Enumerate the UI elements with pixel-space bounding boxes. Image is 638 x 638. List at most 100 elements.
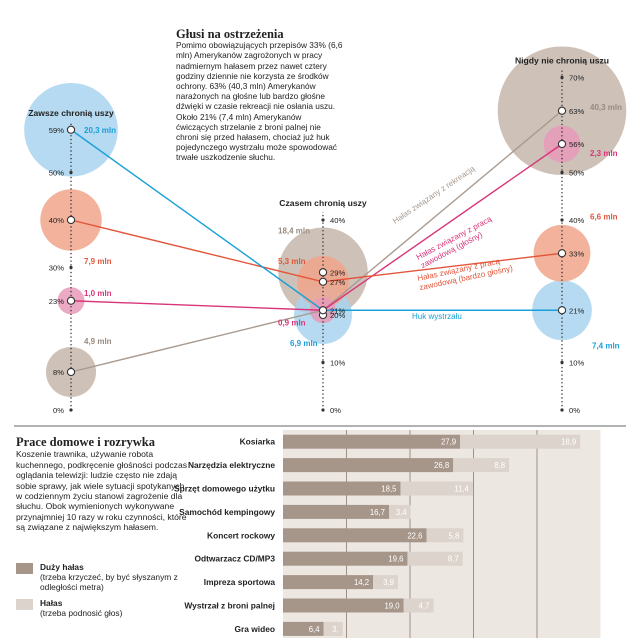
- marker-0-6: [66, 125, 76, 134]
- marker-1-4: [318, 277, 328, 286]
- column-title-2: Nigdy nie chronią uszu: [515, 56, 609, 66]
- bar-loud-0: [283, 434, 461, 449]
- tick-label-0-0: 0%: [53, 406, 64, 415]
- bar-category-7: Wystrzał z broni palnej: [184, 601, 275, 611]
- tick-dot-2-4: [560, 218, 564, 222]
- bar-category-6: Impreza sportowa: [204, 577, 276, 587]
- intro-box: Głusi na ostrzeżenia Pomimo obowiązujący…: [176, 28, 344, 163]
- tick-dot-1-0: [321, 408, 325, 412]
- legend-noise-desc: (trzeba podnosić głos): [40, 608, 123, 618]
- bar-category-5: Odtwarzacz CD/MP3: [194, 554, 275, 564]
- tick-label-0-2: 23%: [49, 297, 64, 306]
- bar-noise-label-8: 3,: [332, 625, 339, 634]
- bar-loud-label-3: 16,7: [370, 508, 385, 517]
- bar-noise-0: [460, 434, 581, 449]
- bar-category-4: Koncert rockowy: [207, 530, 275, 540]
- tick-label-1-1: 10%: [330, 359, 345, 368]
- bar-loud-label-2: 18,5: [381, 485, 397, 494]
- bar-loud-5: [283, 551, 408, 566]
- tick-label-0-5: 50%: [49, 169, 64, 178]
- tick-label-2-6: 56%: [569, 140, 584, 149]
- bar-loud-label-1: 26,8: [434, 461, 449, 470]
- bar-noise-label-2: 11,4: [454, 485, 469, 494]
- bar-noise-label-5: 8,7: [448, 555, 459, 564]
- bar-noise-label-1: 8,8: [494, 461, 505, 470]
- tick-dot-2-1: [560, 360, 564, 365]
- marker-0-2: [66, 296, 76, 305]
- tick-dot-2-0: [560, 408, 564, 412]
- legend-noise-swatch: [16, 599, 33, 610]
- tick-label-2-0: 0%: [569, 406, 580, 415]
- column-title-1: Czasem chronią uszy: [279, 198, 367, 208]
- millions-label-0-2: 1,0 mln: [84, 289, 112, 298]
- marker-1-3: [318, 306, 328, 315]
- bar-noise-3: [389, 504, 411, 519]
- bar-category-1: Narzędzia elektryczne: [188, 460, 275, 470]
- bar-noise-8: [323, 621, 343, 636]
- bubble-chart: Zawsze chronią uszy Czasem chronią uszy Ni…: [24, 46, 627, 415]
- millions-label-1-1: 5,3 mln: [278, 257, 306, 266]
- tick-dot-0-3: [69, 265, 73, 270]
- tick-label-0-1: 8%: [53, 368, 64, 377]
- tick-label-0-3: 30%: [49, 264, 64, 273]
- tick-dot-1-1: [321, 360, 325, 365]
- millions-label-2-3: 7,4 mln: [592, 341, 620, 350]
- marker-0-1: [66, 367, 76, 377]
- tick-label-1-0: 0%: [330, 406, 341, 415]
- bar-noise-label-4: 5,8: [448, 531, 459, 540]
- bar-text: Koszenie trawnika, używanie robota kuche…: [16, 449, 188, 533]
- bar-loud-label-7: 19,0: [384, 602, 400, 611]
- legend-loud-label: Duży hałas: [40, 562, 84, 572]
- bar-noise-4: [426, 528, 464, 543]
- tick-label-1-5: 29%: [330, 268, 345, 277]
- bar-loud-label-6: 14,2: [354, 578, 369, 587]
- legend-noise-label: Hałas: [40, 598, 63, 608]
- bar-category-0: Kosiarka: [240, 437, 276, 447]
- bar-loud-2: [283, 481, 401, 496]
- bar-noise-label-3: 3,4: [396, 508, 408, 517]
- bar-noise-1: [453, 458, 510, 473]
- marker-0-4: [66, 215, 76, 225]
- bar-noise-5: [407, 551, 463, 566]
- millions-label-2-0: 40,3 mln: [590, 103, 622, 112]
- millions-label-2-2: 6,6 mln: [590, 212, 618, 221]
- tick-label-2-8: 70%: [569, 74, 584, 83]
- bar-loud-label-8: 6,4: [309, 625, 321, 634]
- bar-category-3: Samochód kempingowy: [179, 507, 275, 517]
- tick-label-1-3: 21%: [330, 306, 345, 315]
- line-label-text-3-0: Huk wystrzału: [412, 312, 462, 321]
- tick-label-2-1: 10%: [569, 359, 584, 368]
- legend-loud: Duży hałas (trzeba krzyczeć, by być słys…: [16, 562, 196, 592]
- tick-label-1-2: 20%: [330, 311, 345, 320]
- marker-1-5: [318, 268, 328, 277]
- bar-category-2: Sprzęt domowego użytku: [174, 484, 275, 494]
- bar-noise-6: [373, 575, 398, 590]
- tick-dot-1-6: [321, 218, 325, 222]
- legend-loud-swatch: [16, 563, 33, 574]
- marker-2-2: [557, 306, 567, 315]
- tick-label-0-6: 59%: [49, 126, 64, 135]
- millions-label-2-1: 2,3 mln: [590, 149, 618, 158]
- tick-label-2-5: 50%: [569, 169, 584, 178]
- bar-loud-7: [283, 598, 404, 613]
- bar-loud-label-5: 19,6: [388, 555, 403, 564]
- marker-2-3: [557, 249, 567, 258]
- tick-label-2-4: 40%: [569, 216, 584, 225]
- bar-loud-8: [283, 621, 324, 636]
- intro-text: Pomimo obowiązujących przepisów 33% (6,6…: [176, 40, 343, 163]
- column-title-0: Zawsze chronią uszy: [28, 108, 114, 118]
- millions-label-0-1: 7,9 mln: [84, 257, 112, 266]
- marker-2-7: [557, 106, 567, 115]
- bar-title: Prace domowe i rozrywka: [16, 435, 155, 449]
- bar-loud-label-4: 22,6: [407, 531, 422, 540]
- bar-loud-6: [283, 575, 374, 590]
- bar-loud-label-0: 27,9: [441, 438, 456, 447]
- tick-dot-0-5: [69, 170, 73, 175]
- bar-noise-label-6: 3,9: [383, 578, 394, 587]
- tick-label-2-7: 63%: [569, 107, 584, 116]
- millions-label-0-0: 20,3 mln: [84, 126, 116, 135]
- marker-2-6: [557, 139, 567, 149]
- line-label-3: Huk wystrzału: [412, 312, 462, 321]
- millions-label-1-3: 18,4 mln: [278, 226, 310, 235]
